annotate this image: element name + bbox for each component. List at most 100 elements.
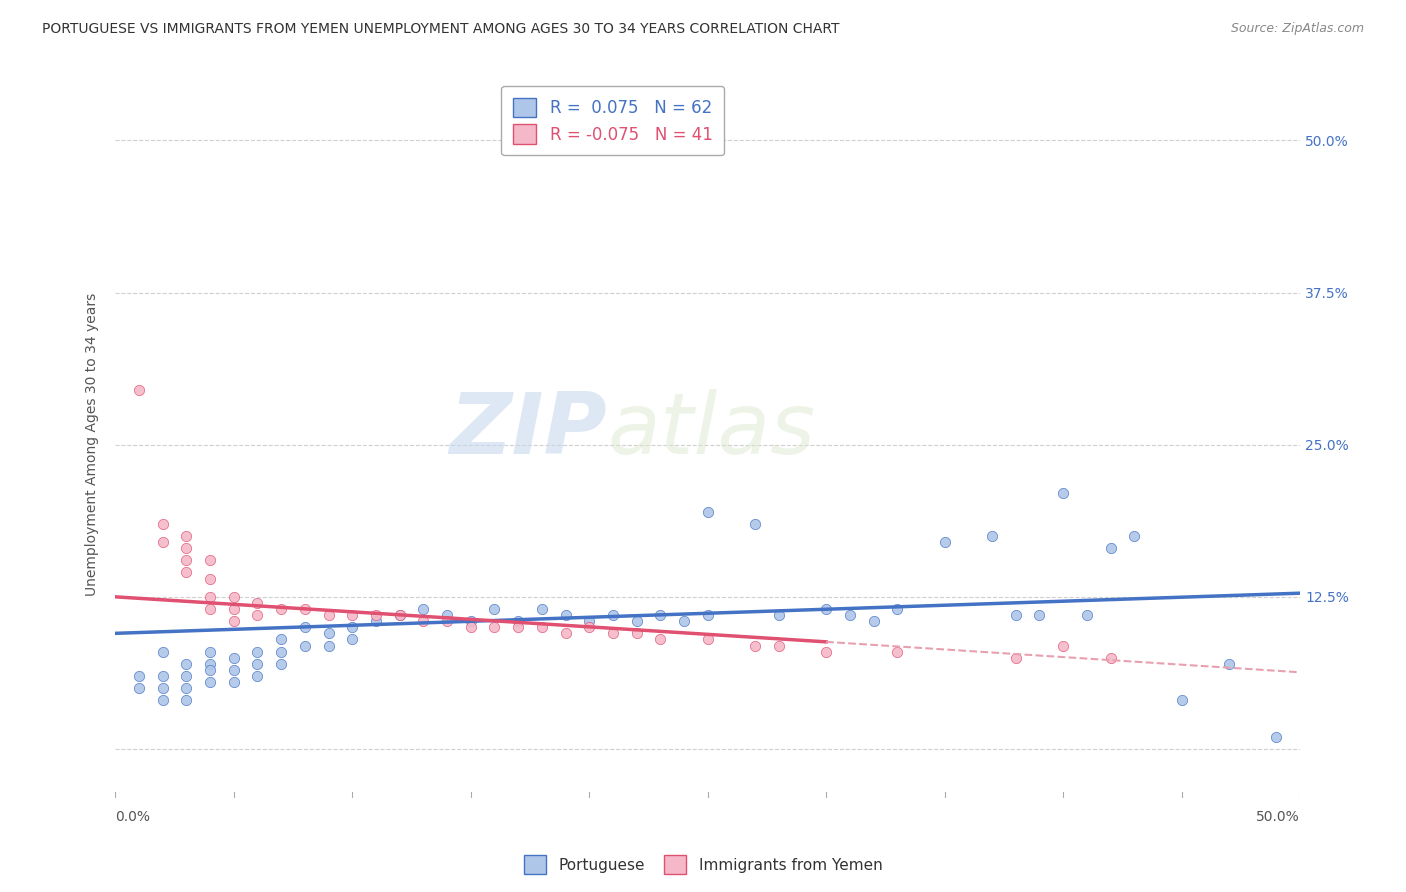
Point bbox=[270, 657, 292, 671]
Point bbox=[1052, 639, 1074, 653]
Point bbox=[1099, 650, 1122, 665]
Text: 0.0%: 0.0% bbox=[115, 810, 150, 824]
Point bbox=[222, 602, 245, 616]
Point bbox=[176, 541, 198, 556]
Point bbox=[294, 620, 316, 634]
Point bbox=[1052, 486, 1074, 500]
Point bbox=[1170, 693, 1192, 707]
Point bbox=[152, 693, 174, 707]
Point bbox=[270, 632, 292, 647]
Point bbox=[198, 553, 221, 567]
Point bbox=[152, 681, 174, 695]
Point bbox=[1004, 650, 1026, 665]
Point bbox=[412, 602, 434, 616]
Point bbox=[364, 614, 387, 628]
Point bbox=[578, 614, 600, 628]
Legend: Portuguese, Immigrants from Yemen: Portuguese, Immigrants from Yemen bbox=[517, 849, 889, 880]
Point bbox=[152, 669, 174, 683]
Point bbox=[246, 596, 269, 610]
Point bbox=[1218, 657, 1240, 671]
Point bbox=[198, 657, 221, 671]
Point bbox=[934, 535, 956, 549]
Point bbox=[1028, 608, 1050, 623]
Point bbox=[198, 644, 221, 658]
Point bbox=[222, 663, 245, 677]
Text: Source: ZipAtlas.com: Source: ZipAtlas.com bbox=[1230, 22, 1364, 36]
Point bbox=[222, 590, 245, 604]
Point bbox=[176, 657, 198, 671]
Point bbox=[198, 590, 221, 604]
Point bbox=[460, 620, 482, 634]
Point bbox=[342, 620, 364, 634]
Text: PORTUGUESE VS IMMIGRANTS FROM YEMEN UNEMPLOYMENT AMONG AGES 30 TO 34 YEARS CORRE: PORTUGUESE VS IMMIGRANTS FROM YEMEN UNEM… bbox=[42, 22, 839, 37]
Point bbox=[128, 681, 150, 695]
Point bbox=[176, 681, 198, 695]
Point bbox=[744, 516, 766, 531]
Point bbox=[886, 644, 908, 658]
Point bbox=[246, 669, 269, 683]
Point bbox=[388, 608, 411, 623]
Point bbox=[152, 644, 174, 658]
Point bbox=[176, 553, 198, 567]
Text: ZIP: ZIP bbox=[450, 389, 607, 472]
Point bbox=[484, 620, 506, 634]
Point bbox=[152, 516, 174, 531]
Point bbox=[506, 620, 529, 634]
Point bbox=[270, 644, 292, 658]
Point bbox=[222, 675, 245, 690]
Point bbox=[744, 639, 766, 653]
Point bbox=[650, 632, 672, 647]
Point bbox=[342, 632, 364, 647]
Point bbox=[198, 572, 221, 586]
Point bbox=[128, 669, 150, 683]
Point bbox=[198, 663, 221, 677]
Point bbox=[246, 657, 269, 671]
Point bbox=[530, 602, 553, 616]
Point bbox=[270, 602, 292, 616]
Point bbox=[198, 602, 221, 616]
Point bbox=[460, 614, 482, 628]
Point bbox=[364, 608, 387, 623]
Point bbox=[886, 602, 908, 616]
Point bbox=[696, 608, 718, 623]
Point bbox=[1076, 608, 1098, 623]
Y-axis label: Unemployment Among Ages 30 to 34 years: Unemployment Among Ages 30 to 34 years bbox=[86, 293, 100, 597]
Point bbox=[626, 614, 648, 628]
Point bbox=[198, 675, 221, 690]
Point bbox=[602, 626, 624, 640]
Point bbox=[222, 614, 245, 628]
Point bbox=[318, 639, 340, 653]
Point bbox=[1099, 541, 1122, 556]
Point bbox=[436, 614, 458, 628]
Point bbox=[838, 608, 860, 623]
Point bbox=[388, 608, 411, 623]
Point bbox=[650, 608, 672, 623]
Point bbox=[506, 614, 529, 628]
Point bbox=[152, 535, 174, 549]
Point bbox=[981, 529, 1004, 543]
Point bbox=[176, 566, 198, 580]
Point bbox=[815, 602, 838, 616]
Text: atlas: atlas bbox=[607, 389, 815, 472]
Point bbox=[626, 626, 648, 640]
Point bbox=[436, 608, 458, 623]
Legend: R =  0.075   N = 62, R = -0.075   N = 41: R = 0.075 N = 62, R = -0.075 N = 41 bbox=[502, 86, 724, 155]
Point bbox=[578, 620, 600, 634]
Point bbox=[484, 602, 506, 616]
Point bbox=[318, 626, 340, 640]
Point bbox=[128, 383, 150, 397]
Point bbox=[672, 614, 695, 628]
Point bbox=[342, 608, 364, 623]
Point bbox=[862, 614, 884, 628]
Point bbox=[412, 614, 434, 628]
Point bbox=[815, 644, 838, 658]
Point bbox=[176, 669, 198, 683]
Point bbox=[1004, 608, 1026, 623]
Point bbox=[602, 608, 624, 623]
Point bbox=[530, 620, 553, 634]
Point bbox=[696, 505, 718, 519]
Text: 50.0%: 50.0% bbox=[1257, 810, 1301, 824]
Point bbox=[176, 529, 198, 543]
Point bbox=[1265, 730, 1288, 744]
Point bbox=[318, 608, 340, 623]
